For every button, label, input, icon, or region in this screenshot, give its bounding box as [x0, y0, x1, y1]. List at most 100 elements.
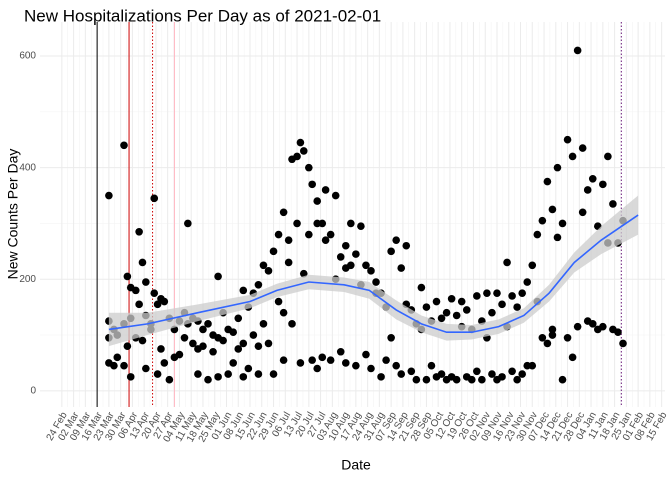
point — [614, 328, 622, 337]
point — [274, 297, 283, 306]
point — [279, 208, 288, 217]
point — [352, 361, 360, 370]
point — [503, 258, 511, 267]
point — [447, 294, 456, 303]
point — [604, 152, 612, 161]
point — [135, 227, 143, 236]
point — [452, 375, 461, 384]
point — [293, 152, 301, 161]
point — [254, 370, 263, 378]
point — [417, 283, 426, 292]
point — [573, 46, 582, 55]
point — [219, 336, 227, 345]
point — [288, 320, 296, 328]
point — [120, 141, 128, 150]
point — [528, 361, 537, 370]
point — [259, 261, 268, 270]
point — [377, 373, 385, 381]
point — [321, 236, 330, 244]
point — [269, 247, 278, 256]
point — [533, 230, 542, 239]
point — [249, 331, 258, 339]
point — [321, 186, 330, 194]
point — [578, 208, 587, 217]
point — [189, 339, 197, 348]
point — [467, 375, 476, 384]
point — [264, 339, 273, 348]
point — [437, 314, 446, 323]
point — [123, 272, 132, 281]
point — [387, 334, 395, 342]
point — [214, 373, 222, 381]
point — [110, 361, 118, 370]
point — [113, 353, 122, 362]
point — [150, 289, 159, 297]
y-tick-label: 0 — [30, 385, 36, 396]
point — [432, 297, 441, 306]
point — [367, 364, 375, 373]
point — [508, 292, 516, 300]
y-tick-label: 200 — [19, 274, 36, 285]
point — [478, 375, 486, 384]
point — [513, 375, 521, 384]
point — [326, 230, 335, 239]
point — [352, 250, 360, 258]
point — [234, 345, 243, 353]
point — [184, 219, 192, 228]
point — [347, 219, 355, 228]
point — [254, 342, 263, 350]
point — [548, 325, 557, 334]
point — [392, 236, 400, 244]
point — [588, 174, 597, 183]
point — [259, 320, 268, 328]
point — [553, 163, 562, 172]
point — [157, 345, 165, 353]
point — [372, 278, 380, 286]
point — [523, 278, 532, 286]
point — [563, 334, 572, 342]
point — [543, 177, 552, 186]
point — [573, 322, 582, 331]
point — [588, 320, 597, 328]
point — [609, 200, 617, 208]
point — [142, 364, 150, 373]
point — [326, 356, 335, 364]
point — [126, 373, 135, 381]
point — [318, 353, 327, 362]
point — [483, 289, 491, 297]
point — [528, 261, 537, 270]
point — [131, 286, 140, 295]
point — [224, 370, 232, 378]
point — [105, 191, 113, 200]
point — [493, 289, 501, 297]
point — [422, 303, 431, 311]
point — [279, 356, 288, 364]
point — [153, 370, 162, 378]
point — [299, 147, 308, 155]
point — [341, 359, 350, 367]
point — [362, 261, 370, 270]
point — [284, 236, 293, 244]
point — [239, 373, 248, 381]
point — [498, 373, 506, 381]
point — [341, 241, 350, 250]
point — [239, 339, 248, 348]
point — [313, 197, 322, 205]
point — [331, 191, 340, 200]
point — [518, 289, 526, 297]
point — [199, 342, 207, 350]
point — [462, 306, 471, 314]
point — [313, 364, 322, 373]
point — [563, 135, 572, 144]
point — [553, 233, 562, 242]
point — [138, 336, 147, 345]
point — [153, 300, 162, 309]
point — [599, 322, 607, 331]
point — [135, 300, 143, 309]
point — [508, 367, 516, 376]
point — [422, 375, 431, 384]
point — [336, 253, 345, 261]
point — [293, 219, 301, 228]
point — [513, 303, 521, 311]
point — [538, 216, 547, 225]
